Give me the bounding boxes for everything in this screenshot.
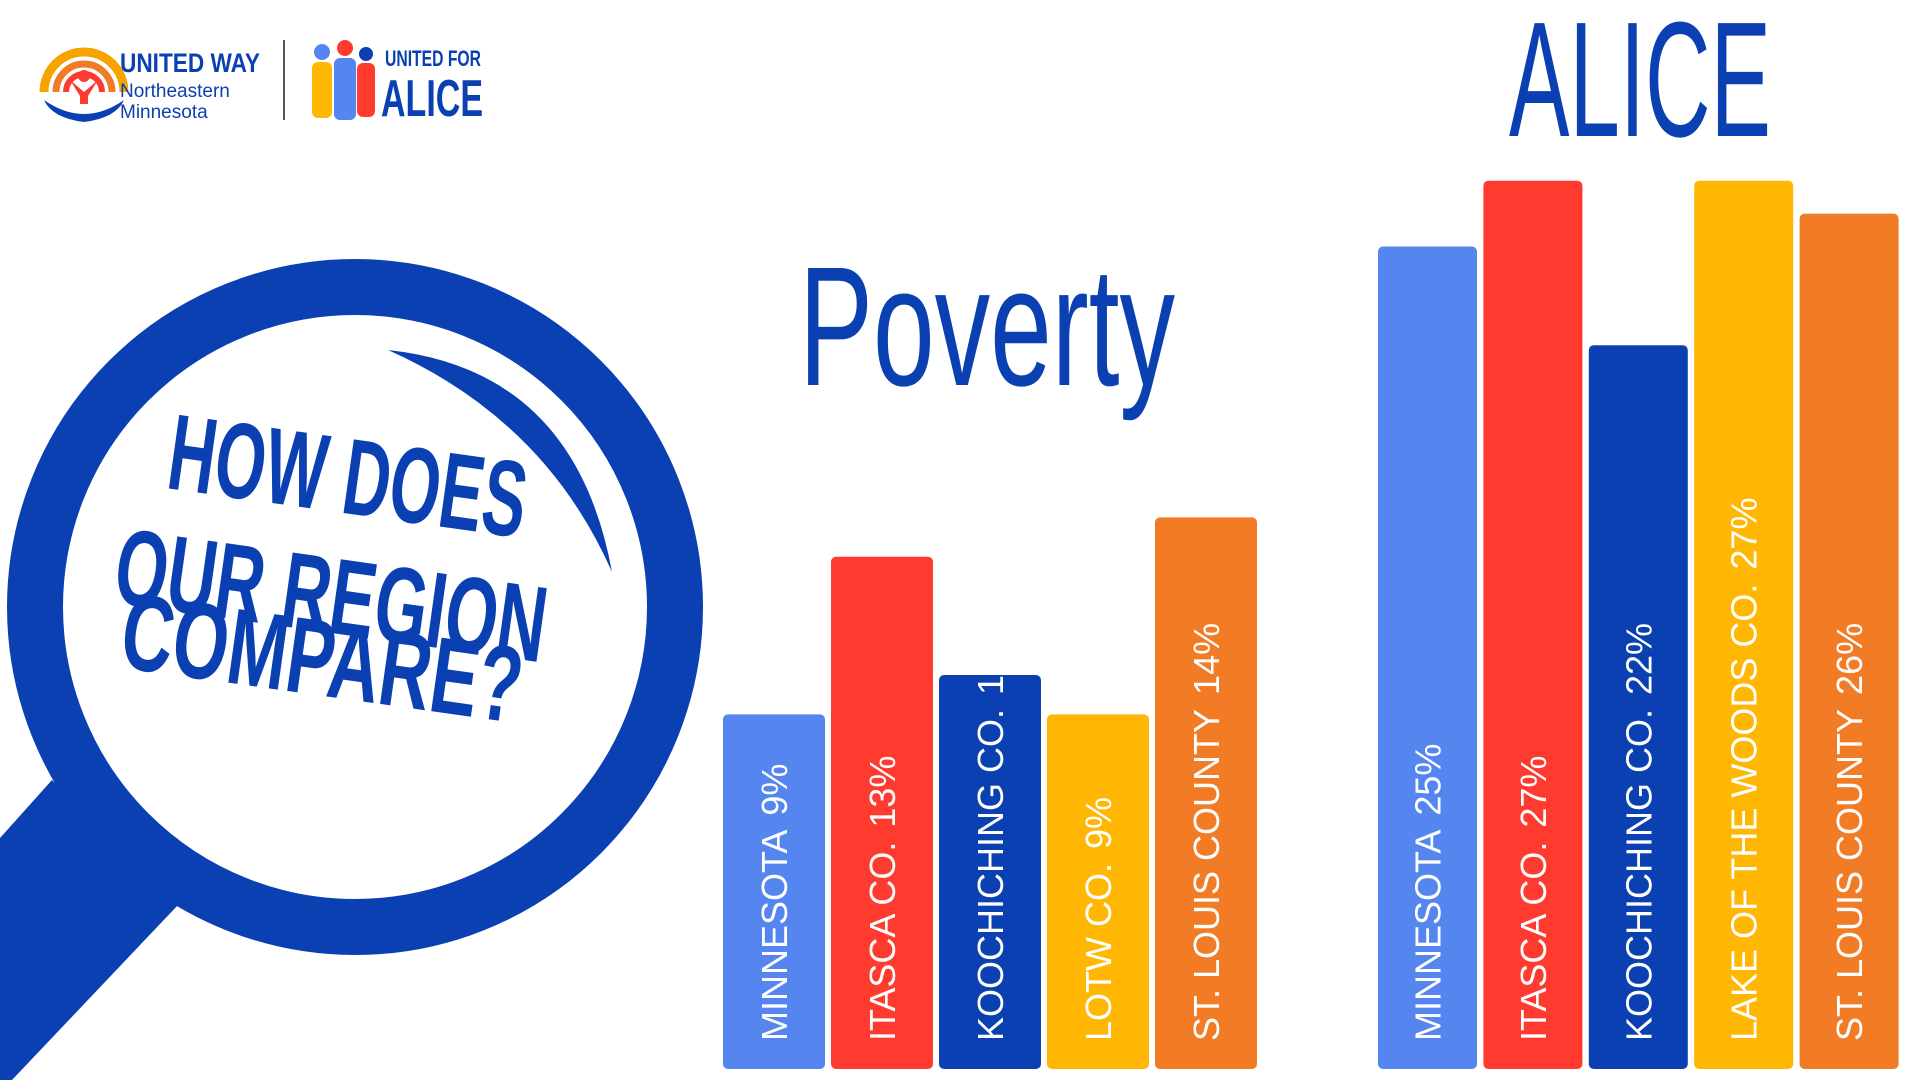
logo-person — [334, 58, 356, 120]
chart-title: ALICE — [1509, 0, 1771, 171]
alice-logo: UNITED FOR ALICE — [312, 40, 483, 128]
logo-hand — [44, 100, 124, 122]
chart-title: Poverty — [799, 232, 1175, 422]
magnifier-ring — [7, 259, 703, 955]
category-label: MINNESOTA — [1407, 830, 1448, 1041]
logo-person — [314, 44, 330, 60]
bar-label: MINNESOTA 25% — [1407, 744, 1448, 1041]
magnifier-handle — [0, 780, 178, 1080]
united-way-logo: UNITED WAY Northeastern Minnesota — [39, 40, 285, 123]
logo-rainbow — [52, 60, 116, 93]
bar-label: ST. LOUIS COUNTY 26% — [1829, 623, 1870, 1041]
bar — [1378, 246, 1477, 1069]
bar-label: LOTW CO. 9% — [1078, 797, 1119, 1041]
category-label: KOOCHICHING CO. — [970, 709, 1011, 1041]
org-name: UNITED WAY — [120, 48, 260, 78]
logo-person — [359, 47, 373, 61]
bar — [1047, 714, 1149, 1069]
logo-figure — [78, 70, 90, 82]
category-label: ITASCA CO. — [1512, 842, 1553, 1041]
org-region: Northeastern — [120, 81, 230, 102]
value-label: 27% — [1512, 756, 1553, 828]
logo-person — [312, 62, 332, 118]
bar — [939, 675, 1041, 1069]
callout: HOW DOES OUR REGION COMPARE? — [108, 391, 555, 746]
bar-label: ST. LOUIS COUNTY 14% — [1186, 623, 1227, 1041]
bar-label: MINNESOTA 9% — [754, 764, 795, 1041]
bar — [723, 714, 825, 1069]
logo-person — [337, 40, 353, 56]
bar-label: KOOCHICHING CO. 22% — [1618, 623, 1659, 1041]
magnifier-highlight — [388, 350, 612, 572]
logo-rainbow — [39, 47, 129, 93]
magnifier: HOW DOES OUR REGION COMPARE? — [0, 259, 703, 1080]
value-label: 9% — [1078, 797, 1119, 849]
bar-label: ITASCA CO. 27% — [1512, 756, 1553, 1041]
category-label: MINNESOTA — [754, 830, 795, 1041]
value-label: 9% — [754, 764, 795, 816]
bar — [1694, 180, 1794, 1069]
value-label: 10% — [970, 623, 1011, 695]
bar — [1588, 345, 1688, 1069]
bar-label: ITASCA CO. 13% — [862, 756, 903, 1041]
bar — [1483, 180, 1583, 1069]
category-label: ST. LOUIS COUNTY — [1186, 709, 1227, 1041]
logo-person — [357, 63, 375, 117]
bar — [831, 556, 933, 1069]
value-label: 25% — [1407, 744, 1448, 816]
bar-label: LAKE OF THE WOODS CO. 27% — [1723, 498, 1764, 1041]
category-label: LOTW CO. — [1078, 863, 1119, 1041]
org-region: Minnesota — [120, 102, 208, 123]
category-label: ITASCA CO. — [862, 842, 903, 1041]
logo-figure — [70, 80, 98, 104]
category-label: LAKE OF THE WOODS CO. — [1723, 584, 1764, 1041]
value-label: 14% — [1186, 623, 1227, 695]
category-label: KOOCHICHING CO. — [1618, 709, 1659, 1041]
campaign-name: ALICE — [381, 70, 483, 128]
bar — [1155, 517, 1257, 1069]
value-label: 26% — [1829, 623, 1870, 695]
bar-label: KOOCHICHING CO. 10% — [970, 623, 1011, 1041]
value-label: 13% — [862, 756, 903, 828]
campaign-line: UNITED FOR — [385, 46, 481, 71]
category-label: ST. LOUIS COUNTY — [1829, 709, 1870, 1041]
value-label: 27% — [1723, 498, 1764, 570]
value-label: 22% — [1618, 623, 1659, 695]
bar — [1799, 213, 1899, 1070]
